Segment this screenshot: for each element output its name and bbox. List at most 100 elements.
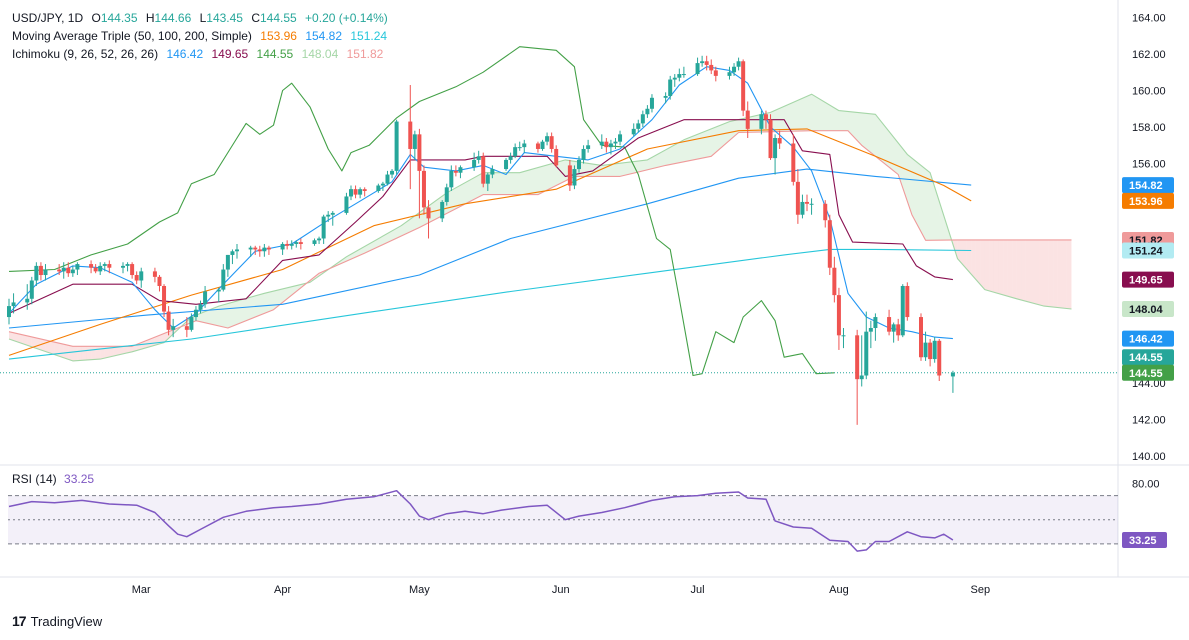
candle-body [326, 214, 331, 217]
symbol-ohlc-legend[interactable]: USD/JPY, 1D O144.35 H144.66 L143.45 C144… [12, 10, 393, 26]
candle [25, 284, 30, 310]
candle-body [832, 267, 837, 296]
candle [262, 243, 267, 257]
symbol-label[interactable]: USD/JPY, 1D [12, 11, 84, 25]
cloud-segment [22, 334, 28, 346]
cloud-segment [807, 94, 812, 131]
candle-body [29, 280, 34, 299]
candle-body [417, 134, 422, 171]
candle-body [928, 342, 933, 360]
candle [440, 200, 445, 223]
candle [773, 134, 778, 175]
candle-body [394, 121, 399, 171]
candle-body [649, 97, 654, 109]
candle-body [75, 264, 80, 270]
lagging-value: 144.55 [256, 47, 294, 61]
candle-body [70, 269, 75, 274]
cloud-segment [738, 118, 744, 133]
close-value: 144.55 [260, 11, 297, 25]
candle [695, 57, 700, 76]
candle [522, 139, 527, 153]
cloud-segment [474, 175, 479, 200]
rsi-indicator-label[interactable]: RSI (14) [12, 472, 57, 486]
candle-body [608, 143, 613, 148]
candle [919, 313, 923, 361]
tradingview-brand[interactable]: 17 TradingView [12, 613, 102, 629]
tradingview-name: TradingView [30, 613, 103, 629]
price-tick-label: 164.00 [1132, 12, 1166, 24]
candle [608, 139, 613, 155]
span-b-value: 151.82 [346, 47, 384, 61]
candle-body [376, 185, 381, 191]
cloud-segment [496, 172, 502, 195]
ma50-line [8, 128, 972, 356]
ma-legend[interactable]: Moving Average Triple (50, 100, 200, Sim… [12, 28, 392, 44]
cloud-segment [939, 201, 944, 241]
cloud-segment [77, 346, 82, 361]
cloud-segment [1044, 239, 1049, 307]
candle [289, 240, 294, 250]
candle [285, 240, 290, 250]
candle [549, 132, 554, 153]
cloud-segment [875, 114, 880, 160]
cloud-segment [72, 346, 78, 361]
candle [800, 194, 805, 219]
cloud-segment [934, 187, 940, 241]
candle-body [508, 156, 513, 160]
cloud-segment [13, 332, 19, 343]
candle [827, 214, 832, 276]
cloud-segment [63, 344, 69, 360]
candle-body [421, 170, 426, 208]
rsi-line [8, 489, 954, 552]
candle [472, 152, 477, 171]
cloud-segment [50, 341, 55, 355]
candle [540, 139, 545, 151]
ichimoku-legend[interactable]: Ichimoku (9, 26, 52, 26, 26) 146.42 149.… [12, 46, 388, 62]
candle [732, 63, 737, 76]
candle [221, 264, 226, 292]
ma50-value: 153.96 [260, 29, 297, 43]
ichimoku-indicator-label[interactable]: Ichimoku (9, 26, 52, 26, 26) [12, 47, 159, 61]
ma100-value: 154.82 [305, 29, 343, 43]
candle-body [636, 123, 641, 129]
candle-body [732, 66, 737, 73]
cloud-segment [246, 297, 251, 321]
candle-body [681, 74, 686, 76]
price-tick-label: 142.00 [1132, 414, 1166, 426]
candle-body [581, 148, 586, 160]
cloud-segment [18, 333, 23, 344]
ma-indicator-label[interactable]: Moving Average Triple (50, 100, 200, Sim… [12, 29, 252, 43]
rsi-legend[interactable]: RSI (14) 33.25 [12, 472, 94, 486]
cloud-segment [989, 239, 994, 293]
cloud-segment [501, 172, 507, 195]
cloud-segment [547, 163, 552, 191]
cloud-segment [109, 346, 114, 357]
cloud-segment [734, 119, 739, 137]
candle [257, 245, 262, 257]
candle [777, 130, 782, 149]
candle [235, 243, 239, 259]
cloud-segment [451, 187, 456, 212]
cloud-segment [465, 180, 470, 205]
cloud-segment [492, 172, 497, 195]
candle-body [522, 143, 527, 148]
candle-body [203, 291, 208, 305]
candle-body [827, 220, 832, 268]
cloud-segment [510, 172, 516, 195]
candle-body [891, 324, 896, 332]
candle-body [162, 285, 167, 312]
candle-body [887, 317, 892, 332]
cloud-segment [633, 161, 639, 174]
cloud-segment [998, 239, 1004, 295]
candle-body [280, 243, 285, 250]
cloud-segment [930, 172, 935, 241]
price-badge: 149.65 [1122, 271, 1174, 288]
cloud-segment [674, 142, 680, 164]
kijun-value: 149.65 [211, 47, 249, 61]
candle-body [98, 265, 103, 272]
candle-body [198, 304, 203, 310]
cloud-segment [706, 128, 712, 158]
candle [344, 192, 349, 215]
candle [312, 238, 317, 246]
